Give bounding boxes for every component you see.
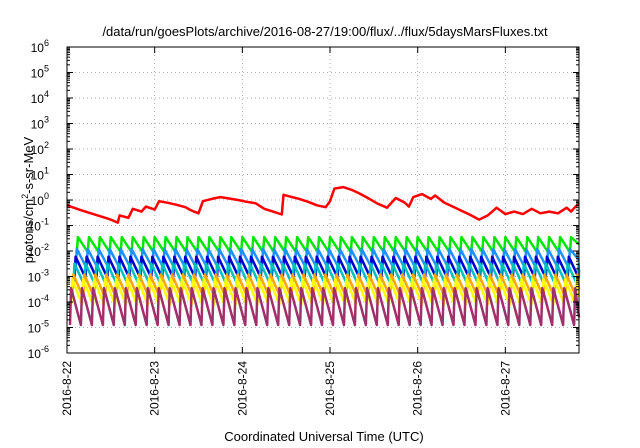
x-tick-label: 2016-8-22 — [60, 361, 74, 416]
y-tick-label: 10-3 — [28, 268, 49, 285]
y-tick-label: 100 — [31, 191, 49, 208]
y-tick-label: 10-1 — [28, 217, 49, 234]
series-line — [66, 185, 580, 224]
y-axis-label-main: protons/cm — [21, 199, 36, 263]
y-tick-label: 10-4 — [28, 293, 49, 310]
x-tick-labels: 2016-8-22 2016-8-23 2016-8-24 2016-8-25 2016… — [60, 361, 512, 416]
tick-marks — [66, 46, 579, 354]
y-tick-label: 103 — [31, 115, 49, 132]
y-tick-label: 101 — [31, 166, 49, 183]
y-axis-label-unit: -s-sr-MeV — [21, 136, 36, 193]
y-tick-label: 10-2 — [28, 242, 49, 259]
y-axis-label: protons/cm2-s-sr-MeV — [20, 136, 36, 263]
x-tick-label: 2016-8-25 — [323, 361, 337, 416]
x-axis-label: Coordinated Universal Time (UTC) — [224, 429, 423, 444]
series-line — [68, 286, 581, 327]
y-tick-label: 10-6 — [28, 344, 49, 361]
x-tick-label: 2016-8-23 — [148, 361, 162, 416]
y-tick-label: 104 — [31, 89, 49, 106]
y-axis-label-superscript: 2 — [20, 194, 30, 199]
x-tick-label: 2016-8-24 — [235, 361, 249, 416]
y-tick-label: 105 — [31, 64, 49, 81]
y-tick-label: 10-5 — [28, 319, 49, 336]
y-tick-labels: 10-6 10-5 10-4 10-3 10-2 10-1 100 101 102 103 104 1… — [28, 38, 49, 361]
x-tick-label: 2016-8-26 — [411, 361, 425, 416]
x-tick-label: 2016-8-27 — [498, 361, 512, 416]
y-tick-label: 106 — [31, 38, 49, 55]
chart-title: /data/run/goesPlots/archive/2016-08-27/1… — [102, 24, 548, 39]
series-layer — [66, 185, 581, 327]
y-tick-label: 102 — [31, 140, 49, 157]
